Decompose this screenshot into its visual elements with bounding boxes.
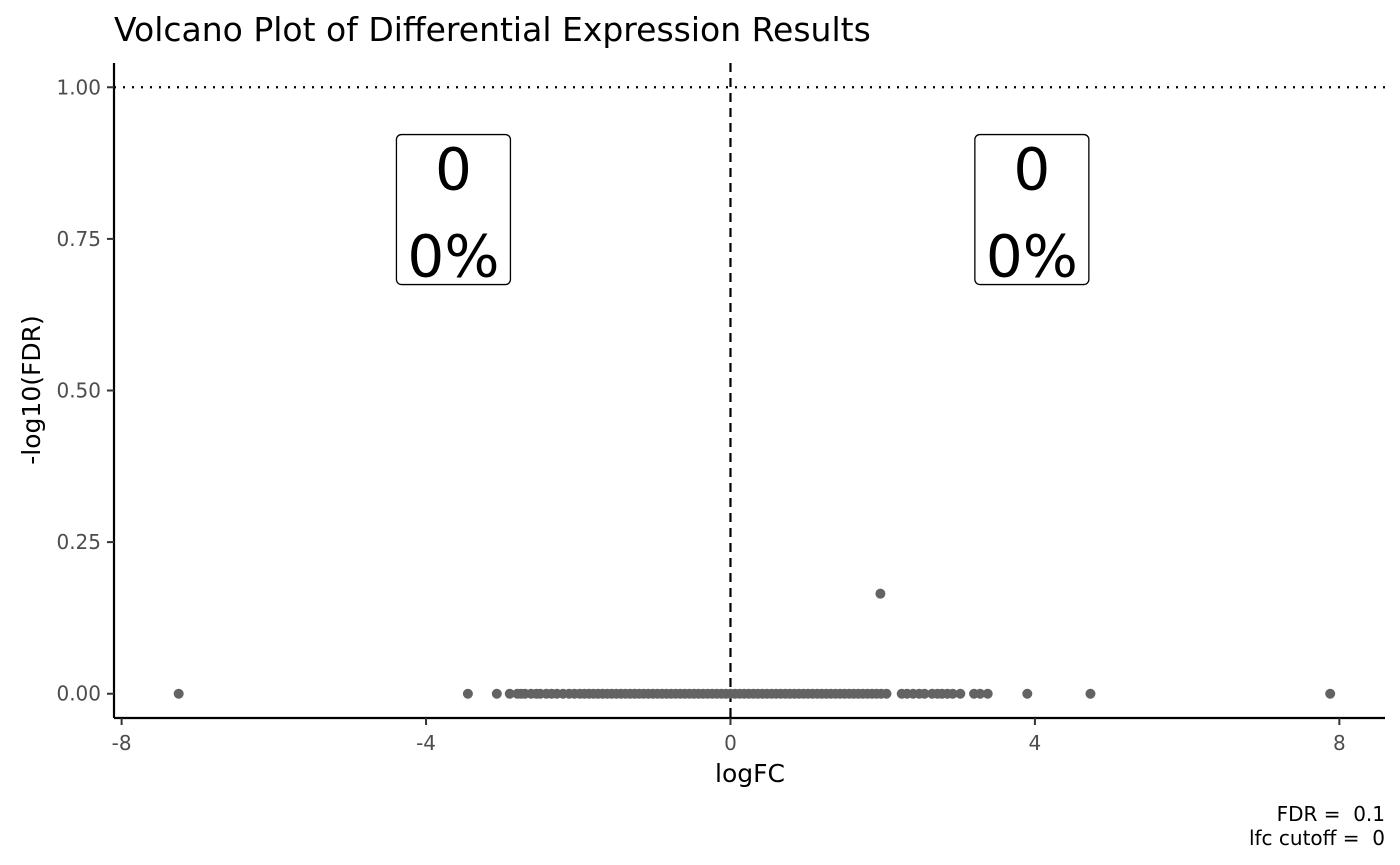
y-axis-title: -log10(FDR) bbox=[17, 315, 46, 464]
x-tick-label: 8 bbox=[1333, 731, 1346, 755]
caption-lfc-cutoff: lfc cutoff = 0 bbox=[1249, 826, 1385, 850]
data-point bbox=[975, 688, 986, 699]
data-point bbox=[491, 688, 502, 699]
count-annotations: 00%00% bbox=[395, 133, 1090, 291]
data-point bbox=[1325, 688, 1336, 699]
reference-lines bbox=[114, 63, 1385, 718]
y-tick-label: 0.25 bbox=[56, 530, 101, 554]
y-tick-label: 0.00 bbox=[56, 682, 101, 706]
x-tick-label: -4 bbox=[416, 731, 436, 755]
x-axis-title: logFC bbox=[715, 759, 785, 788]
x-tick-label: 4 bbox=[1029, 731, 1042, 755]
data-point bbox=[982, 688, 993, 699]
count-annotation: 00% bbox=[974, 133, 1090, 291]
count-annotation: 00% bbox=[395, 133, 512, 291]
x-tick-label: 0 bbox=[724, 731, 737, 755]
data-point bbox=[504, 688, 515, 699]
data-point bbox=[955, 688, 966, 699]
annotation-box bbox=[974, 133, 1090, 286]
y-tick-label: 0.75 bbox=[56, 227, 101, 251]
chart-title: Volcano Plot of Differential Expression … bbox=[114, 10, 871, 49]
data-points bbox=[173, 588, 1336, 699]
x-tick-label: -8 bbox=[112, 731, 132, 755]
annotation-percent: 0% bbox=[407, 223, 499, 291]
data-point bbox=[919, 688, 930, 699]
y-tick-label: 1.00 bbox=[56, 75, 101, 99]
annotation-count: 0 bbox=[435, 136, 472, 204]
annotation-count: 0 bbox=[1013, 136, 1050, 204]
x-axis-ticks: -8 -4 0 4 8 bbox=[112, 718, 1346, 755]
data-point bbox=[462, 688, 473, 699]
y-tick-label: 0.50 bbox=[56, 379, 101, 403]
y-axis-ticks: 0.00 0.25 0.50 0.75 1.00 bbox=[56, 75, 114, 706]
data-point bbox=[947, 688, 958, 699]
caption-fdr: FDR = 0.1 bbox=[1277, 802, 1385, 826]
data-point bbox=[1022, 688, 1033, 699]
data-point bbox=[881, 688, 892, 699]
annotation-box bbox=[395, 133, 512, 286]
data-point bbox=[875, 588, 886, 599]
annotation-percent: 0% bbox=[986, 223, 1078, 291]
data-point bbox=[1085, 688, 1096, 699]
data-point bbox=[173, 688, 184, 699]
